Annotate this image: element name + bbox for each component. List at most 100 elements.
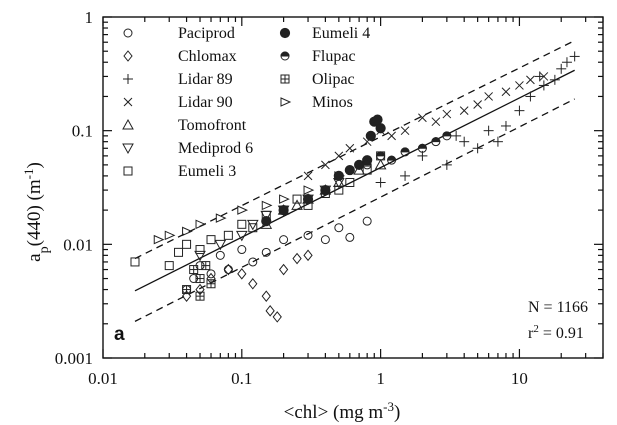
- y-axis-label: ap(440) (m-1): [21, 162, 52, 262]
- data-point-lidar-90: [459, 106, 469, 116]
- data-point-lidar-89: [472, 143, 483, 154]
- data-point-minos: [237, 205, 249, 215]
- data-point-tomofront: [353, 164, 365, 175]
- data-point-lidar-90: [321, 160, 330, 170]
- confidence-bands: [134, 40, 575, 322]
- data-point-lidar-89: [492, 136, 503, 147]
- data-point-paciprod: [334, 223, 344, 233]
- data-point-minos: [279, 194, 290, 204]
- data-point-lidar-90: [539, 72, 549, 81]
- data-point-eumeli-4: [278, 205, 289, 216]
- axis-ticks: [102, 16, 604, 359]
- series-olipac: [182, 261, 216, 301]
- legend-item-mediprod-6: Mediprod 6: [122, 140, 253, 157]
- series-eumeli-4: [261, 114, 386, 227]
- data-point-eumeli-3: [195, 245, 205, 255]
- legend-item-eumeli-4: Eumeli 4: [279, 25, 370, 42]
- x-axis-label-main: <chl> (mg m: [284, 402, 384, 423]
- data-point-paciprod: [237, 245, 247, 255]
- r-squared-suffix: = 0.91: [539, 325, 584, 342]
- legend-label: Mediprod 6: [178, 140, 253, 157]
- data-point-eumeli-3: [248, 223, 258, 233]
- data-point-eumeli-3: [292, 194, 302, 204]
- x-tick-label: 10: [511, 369, 528, 388]
- legend: Paciprod Chlomax Lidar 89 Lidar 90 Tomofront…: [122, 25, 370, 180]
- data-point-lidar-89: [400, 170, 411, 181]
- data-point-olipac: [201, 261, 211, 271]
- legend-label: Chlomax: [178, 48, 237, 65]
- data-point-lidar-90: [418, 113, 427, 123]
- data-point-mediprod-6: [214, 239, 227, 251]
- legend-marker-tomofront: [122, 118, 134, 130]
- series-minos: [153, 171, 346, 245]
- data-point-flupac: [417, 143, 427, 153]
- y-axis-label-sub: p: [37, 246, 52, 253]
- data-point-minos: [164, 230, 176, 241]
- data-point-olipac: [189, 265, 199, 275]
- data-point-eumeli-4: [302, 194, 314, 205]
- data-point-olipac: [195, 274, 205, 284]
- data-point-lidar-90: [303, 171, 313, 181]
- x-tick-label: 1: [376, 369, 385, 388]
- data-point-lidar-89: [451, 130, 462, 141]
- legend-item-minos: Minos: [280, 94, 353, 111]
- data-point-chlomax: [248, 277, 258, 290]
- data-point-paciprod: [248, 257, 258, 267]
- legend-marker-minos: [280, 97, 292, 107]
- data-point-minos: [261, 200, 273, 211]
- legend-marker-lidar-89: [123, 74, 133, 84]
- data-point-minos: [303, 185, 315, 195]
- r-squared-annotation: r2 = 0.91: [528, 323, 584, 342]
- legend-label: Flupac: [312, 48, 356, 65]
- legend-item-lidar-89: Lidar 89: [123, 71, 233, 88]
- data-point-eumeli-3: [334, 185, 344, 195]
- x-tick-label: 0.1: [231, 369, 252, 388]
- data-point-eumeli-4: [261, 216, 272, 227]
- data-point-flupac: [376, 151, 386, 161]
- legend-label: Eumeli 3: [178, 163, 236, 180]
- legend-label: Lidar 89: [178, 71, 233, 88]
- data-point-olipac: [206, 279, 216, 289]
- data-point-flupac: [362, 160, 372, 170]
- data-point-chlomax: [303, 249, 313, 262]
- legend-item-olipac: Olipac: [280, 71, 355, 88]
- data-point-eumeli-3: [174, 247, 184, 257]
- y-axis-label-main: a: [24, 253, 45, 262]
- regression-line: [134, 69, 575, 292]
- x-axis-label: <chl> (mg m-3): [284, 399, 401, 424]
- data-point-lidar-89: [500, 120, 511, 131]
- legend-label: Eumeli 4: [312, 25, 370, 42]
- data-point-lidar-90: [515, 81, 524, 90]
- data-point-chlomax: [237, 268, 247, 280]
- data-point-tomofront: [374, 158, 387, 170]
- data-point-eumeli-4: [365, 130, 376, 141]
- data-point-lidar-90: [442, 109, 452, 119]
- legend-label: Olipac: [312, 71, 355, 88]
- data-point-eumeli-3: [206, 235, 216, 245]
- data-point-lidar-90: [526, 75, 535, 85]
- y-tick-label: 0.001: [55, 349, 93, 368]
- legend-label: Tomofront: [178, 117, 247, 134]
- data-point-paciprod: [206, 269, 216, 279]
- y-tick-label: 1: [85, 8, 94, 27]
- data-point-flupac: [431, 137, 441, 147]
- data-point-lidar-90: [473, 100, 482, 109]
- legend-label: Paciprod: [178, 25, 235, 42]
- data-point-eumeli-3: [237, 219, 247, 229]
- data-point-eumeli-3: [362, 165, 372, 175]
- data-point-lidar-90: [334, 151, 344, 161]
- data-point-flupac: [400, 147, 410, 157]
- data-point-eumeli-4: [375, 123, 386, 134]
- legend-marker-olipac: [280, 74, 290, 84]
- data-point-lidar-89: [569, 51, 580, 62]
- legend-marker-eumeli-3: [123, 166, 133, 176]
- data-point-eumeli-3: [223, 230, 233, 240]
- data-point-minos: [182, 226, 193, 237]
- data-point-lidar-89: [514, 105, 525, 116]
- data-point-lidar-90: [501, 87, 511, 97]
- data-point-lidar-90: [387, 131, 396, 141]
- data-point-olipac: [182, 285, 192, 295]
- legend-item-chlomax: Chlomax: [123, 48, 237, 65]
- data-point-chlomax: [292, 252, 302, 265]
